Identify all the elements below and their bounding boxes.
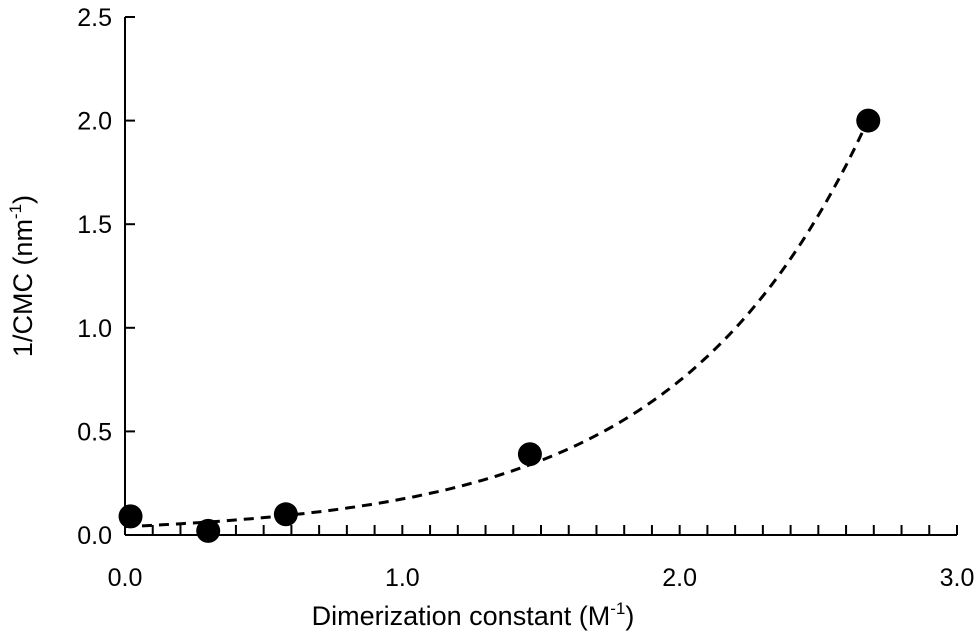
- trend-line: [124, 118, 870, 529]
- y-axis-title-end: ): [8, 195, 38, 204]
- x-axis-title: Dimerization constant (M-1): [312, 599, 635, 631]
- x-axis: 0.0 1.0 2.0 3.0: [108, 525, 975, 592]
- x-axis-title-superscript: -1: [610, 599, 625, 618]
- x-tick-label-2: 2.0: [662, 564, 697, 592]
- data-point-2: [273, 502, 298, 527]
- y-tick-label-0: 0.0: [77, 522, 112, 550]
- y-tick-label-4: 2.0: [77, 108, 112, 136]
- x-tick-label-1: 1.0: [385, 564, 420, 592]
- x-ticks: [151, 525, 958, 535]
- x-axis-title-text: Dimerization constant (M: [312, 601, 611, 631]
- y-tick-labels: 0.0 0.5 1.0 1.5 2.0 2.5: [77, 4, 112, 550]
- data-points: [118, 108, 881, 543]
- y-tick-label-1: 0.5: [77, 418, 112, 446]
- y-ticks: [125, 16, 135, 536]
- y-tick-label-3: 1.5: [77, 211, 112, 239]
- y-axis-title-superscript: -1: [6, 204, 25, 219]
- x-tick-labels: 0.0 1.0 2.0 3.0: [108, 564, 975, 592]
- x-axis-title-end: ): [625, 601, 634, 631]
- y-tick-label-2: 1.0: [77, 315, 112, 343]
- y-axis-title-text: 1/CMC (nm: [8, 219, 38, 357]
- data-point-0: [118, 504, 143, 529]
- data-point-3: [517, 442, 542, 467]
- data-point-1: [196, 518, 221, 543]
- data-point-4: [856, 108, 881, 133]
- y-axis: 0.0 0.5 1.0 1.5 2.0 2.5: [77, 4, 135, 550]
- y-tick-label-5: 2.5: [77, 4, 112, 32]
- x-tick-label-3: 3.0: [940, 564, 975, 592]
- x-tick-label-0: 0.0: [108, 564, 143, 592]
- y-axis-title: 1/CMC (nm-1): [6, 195, 38, 357]
